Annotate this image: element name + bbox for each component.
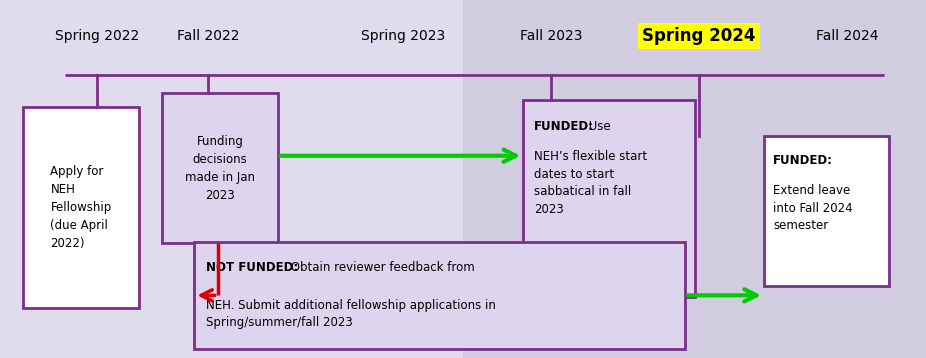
Text: Funding
decisions
made in Jan
2023: Funding decisions made in Jan 2023 <box>185 135 255 202</box>
Text: Fall 2023: Fall 2023 <box>519 29 582 43</box>
Bar <box>463 0 926 358</box>
Text: FUNDED:: FUNDED: <box>534 120 594 133</box>
Text: Fall 2024: Fall 2024 <box>816 29 879 43</box>
Text: Obtain reviewer feedback from: Obtain reviewer feedback from <box>287 261 475 274</box>
Text: Apply for
NEH
Fellowship
(due April
2022): Apply for NEH Fellowship (due April 2022… <box>50 165 112 250</box>
Text: NEH. Submit additional fellowship applications in
Spring/summer/fall 2023: NEH. Submit additional fellowship applic… <box>206 299 495 329</box>
Text: FUNDED:: FUNDED: <box>773 154 833 167</box>
Text: NEH’s flexible start
dates to start
sabbatical in fall
2023: NEH’s flexible start dates to start sabb… <box>534 150 647 216</box>
FancyBboxPatch shape <box>764 136 889 286</box>
Text: Spring 2024: Spring 2024 <box>643 27 756 45</box>
FancyBboxPatch shape <box>162 93 278 243</box>
Text: Spring 2023: Spring 2023 <box>361 29 444 43</box>
Text: Spring 2022: Spring 2022 <box>56 29 139 43</box>
FancyBboxPatch shape <box>23 107 139 308</box>
Text: NOT FUNDED:: NOT FUNDED: <box>206 261 298 274</box>
FancyBboxPatch shape <box>523 100 694 297</box>
FancyBboxPatch shape <box>194 242 685 349</box>
Text: Use: Use <box>585 120 611 133</box>
Text: Fall 2022: Fall 2022 <box>177 29 240 43</box>
Text: Extend leave
into Fall 2024
semester: Extend leave into Fall 2024 semester <box>773 184 853 232</box>
